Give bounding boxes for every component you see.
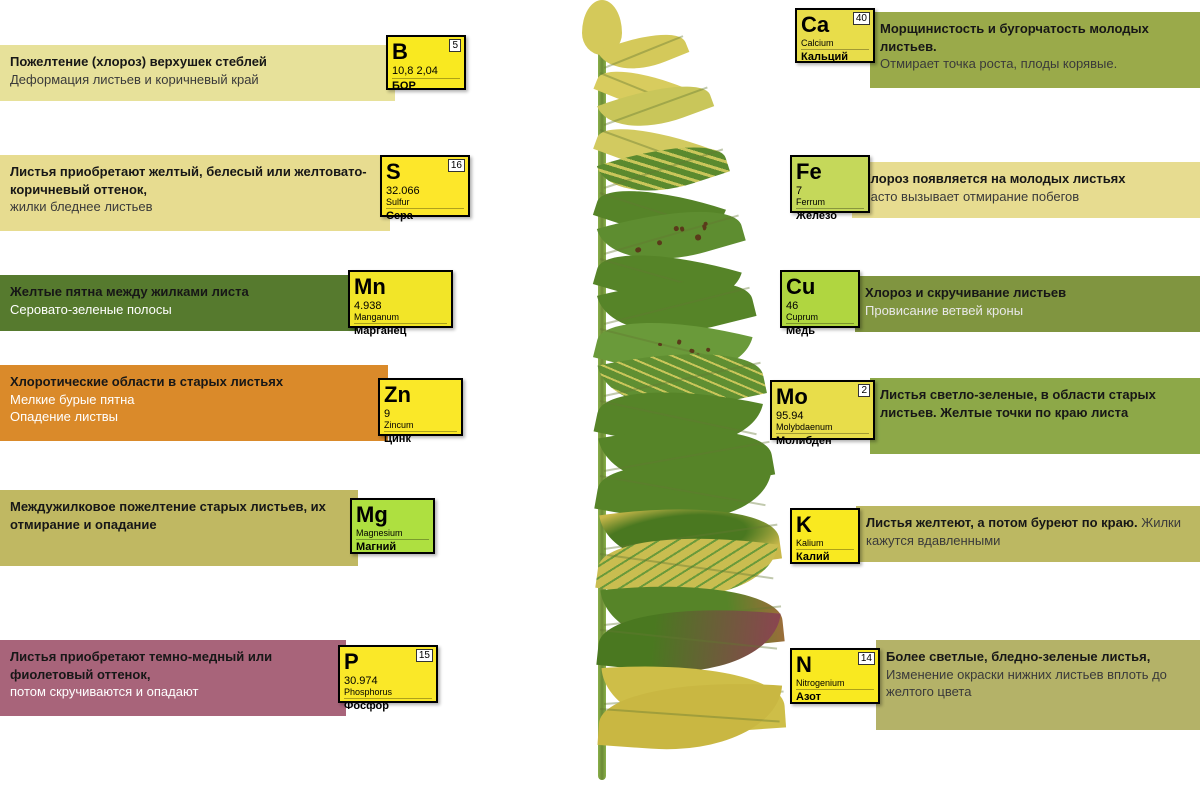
el-name-ru: Железо	[796, 208, 864, 222]
el-symbol: Mn	[354, 274, 386, 300]
el-name-ru: Медь	[786, 323, 854, 337]
el-mass: 32.066	[386, 185, 464, 197]
el-mass: 95.94	[776, 410, 869, 422]
desc-S: Листья приобретают желтый, белесый или ж…	[0, 155, 390, 231]
el-name-lat: Magnesium	[356, 528, 429, 538]
el-name-ru: Магний	[356, 539, 429, 553]
desc-Ca: Морщинистость и бугорчатость молодых лис…	[870, 12, 1200, 88]
el-mass: 30.974	[344, 675, 432, 687]
el-number: 2	[858, 384, 870, 397]
desc-text: Серовато-зеленые полосы	[10, 301, 348, 319]
el-symbol: N	[796, 652, 812, 678]
el-symbol: Mo	[776, 384, 808, 410]
desc-title: Листья желтеют, а потом буреют по краю.	[866, 515, 1138, 530]
element-Mn: Mn4.938ManganumМарганец	[348, 270, 453, 328]
element-Mg: MgMagnesiumМагний	[350, 498, 435, 554]
el-name-lat: Ferrum	[796, 197, 864, 207]
desc-text: Деформация листьев и кори​чневый край	[10, 71, 385, 89]
desc-title: Хлоротические области в старых листьях	[10, 373, 378, 391]
el-name-lat: Zincum	[384, 420, 457, 430]
el-mass: 46	[786, 300, 854, 312]
el-mass: 4.938	[354, 300, 447, 312]
el-symbol: B	[392, 39, 408, 65]
desc-text: Часто вызывает отмирание побегов	[862, 188, 1190, 206]
el-symbol: P	[344, 649, 359, 675]
el-number: 15	[416, 649, 433, 662]
desc-K: Листья желтеют, а потом буреют по краю. …	[856, 506, 1200, 562]
el-symbol: Cu	[786, 274, 815, 300]
desc-P: Листья приобретают темно-медный или фиол…	[0, 640, 346, 716]
desc-title: Листья приобретают желтый, белесый или ж…	[10, 163, 380, 198]
element-N: 14 NNitrogeniumАзот	[790, 648, 880, 704]
el-name-lat: Molybdaenum	[776, 422, 869, 432]
desc-Mg: Междужилковое пожелтение старых листьев,…	[0, 490, 358, 566]
desc-text: потом скручиваются и опадают	[10, 683, 336, 701]
desc-title: Более светлые, бледно-зеленые листья,	[886, 649, 1150, 664]
el-name-lat: Calcium	[801, 38, 869, 48]
el-name-ru: Молибден	[776, 433, 869, 447]
desc-text: жилки бледнее листьев	[10, 198, 380, 216]
element-Mo: 2Mo95.94MolybdaenumМолибден	[770, 380, 875, 440]
desc-title: Междужилковое пожелтение старых листьев,…	[10, 498, 348, 533]
desc-B: Пожелтение (хлороз) верхушек стеблейДефо…	[0, 45, 395, 101]
desc-Cu: Хлороз и скручивание листьевПровисание в…	[855, 276, 1200, 332]
desc-title: Желтые пятна между жилками листа	[10, 283, 348, 301]
el-number: 14	[858, 652, 875, 665]
desc-Zn: Хлоротические области в старых листьяхМе…	[0, 365, 388, 441]
el-symbol: Zn	[384, 382, 411, 408]
el-name-ru: Цинк	[384, 431, 457, 445]
el-name-lat: Manganum	[354, 312, 447, 322]
el-name-lat: Kalium	[796, 538, 854, 548]
desc-title: Листья светло-зеленые, в области старых …	[880, 386, 1190, 421]
el-name-ru: Фосфор	[344, 698, 432, 712]
desc-title: Морщинистость и бугорчатость молодых лис…	[880, 20, 1190, 55]
element-Ca: 40 CaCalciumКальций	[795, 8, 875, 63]
el-mass: 7	[796, 185, 864, 197]
desc-N: Более светлые, бледно-зеленые листья, Из…	[876, 640, 1200, 730]
desc-Mo: Листья светло-зеленые, в области старых …	[870, 378, 1200, 454]
el-symbol: Ca	[801, 12, 829, 38]
infographic-root: Пожелтение (хлороз) верхушек стеблейДефо…	[0, 0, 1200, 800]
el-name-ru: Сера	[386, 208, 464, 222]
element-Cu: Cu46CuprumМедь	[780, 270, 860, 328]
element-K: KKaliumКалий	[790, 508, 860, 564]
el-symbol: K	[796, 512, 812, 538]
el-name-lat: Cuprum	[786, 312, 854, 322]
el-name-lat: Nitrogenium	[796, 678, 874, 688]
el-symbol: Mg	[356, 502, 388, 528]
el-number: 16	[448, 159, 465, 172]
el-mass: 10,8 2,04	[392, 65, 460, 77]
el-symbol: Fe	[796, 159, 822, 185]
desc-text: Провисание ветвей кроны	[865, 302, 1190, 320]
el-number: 40	[853, 12, 870, 25]
el-name-ru: БОР	[392, 78, 460, 92]
el-name-ru: Азот	[796, 689, 874, 703]
element-Fe: Fe7FerrumЖелезо	[790, 155, 870, 213]
desc-title: Хлороз появляется на молодых листьях	[862, 170, 1190, 188]
el-name-ru: Марганец	[354, 323, 447, 337]
element-Zn: Zn9ZincumЦинк	[378, 378, 463, 436]
element-B: 5 B10,8 2,04БОР	[386, 35, 466, 90]
desc-text: Отмирает точка роста, плоды корявые.	[880, 55, 1190, 73]
desc-title: Листья приобретают темно-медный или фиол…	[10, 648, 336, 683]
desc-Fe: Хлороз появляется на молодых листьяхЧаст…	[852, 162, 1200, 218]
el-name-ru: Кальций	[801, 49, 869, 63]
desc-text: Опадение листвы	[10, 408, 378, 426]
desc-text: Мелкие бурые пятна	[10, 391, 378, 409]
desc-Mn: Желтые пятна между жилками листаСеровато…	[0, 275, 358, 331]
element-P: 15P30.974PhosphorusФосфор	[338, 645, 438, 703]
desc-title: Хлороз и скручивание листьев	[865, 284, 1190, 302]
el-name-lat: Sulfur	[386, 197, 464, 207]
el-name-lat: Phosphorus	[344, 687, 432, 697]
desc-text: Изменение окраски нижних листьев вплоть …	[886, 667, 1167, 700]
el-symbol: S	[386, 159, 401, 185]
el-name-ru: Калий	[796, 549, 854, 563]
element-S: 16S32.066SulfurСера	[380, 155, 470, 217]
desc-title: Пожелтение (хлороз) верхушек стеблей	[10, 53, 385, 71]
el-mass: 9	[384, 408, 457, 420]
el-number: 5	[449, 39, 461, 52]
